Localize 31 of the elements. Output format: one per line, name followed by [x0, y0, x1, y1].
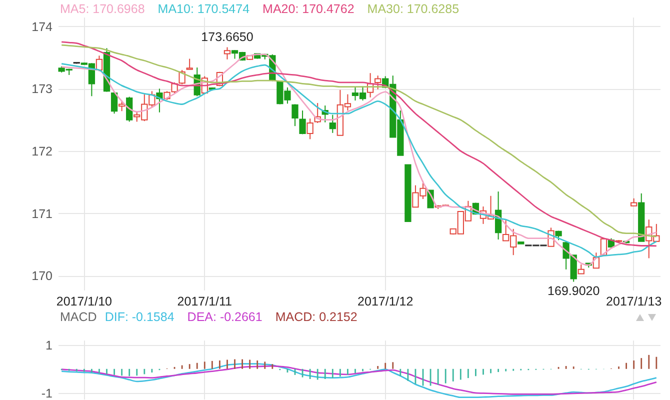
- y-tick-label: 1: [46, 338, 53, 352]
- annotation: 169.9020: [548, 284, 600, 298]
- text: MA10: 170.5474: [158, 2, 250, 16]
- x-tick-label: 2017/1/10: [56, 294, 112, 308]
- y-tick-label: 173: [32, 82, 53, 96]
- x-tick-label: 2017/1/13: [606, 294, 662, 308]
- candlestick: [578, 264, 584, 274]
- candlestick: [224, 46, 231, 60]
- candlestick: [374, 75, 382, 90]
- text: MA5: 170.6968: [60, 2, 145, 16]
- y-tick-label: 170: [32, 269, 53, 284]
- y-tick-label: -1: [41, 386, 53, 400]
- candlestick: [292, 104, 298, 127]
- candlestick: [126, 96, 133, 122]
- candlestick: [299, 110, 306, 135]
- text: MACD: 0.2152: [275, 310, 358, 324]
- candlestick: [329, 114, 336, 134]
- text: DIF: -0.1584: [104, 310, 174, 324]
- candlestick: [306, 118, 314, 140]
- x-tick-label: 2017/1/11: [177, 294, 232, 308]
- text: MA30: 170.6285: [367, 2, 460, 16]
- annotation: 173.6650: [201, 30, 254, 44]
- text: MA20: 170.4762: [262, 2, 354, 16]
- candlestick: [110, 91, 118, 114]
- y-tick-label: 172: [32, 144, 53, 159]
- x-tick-label: 2017/1/12: [358, 294, 414, 308]
- chart-title: MACD: [60, 310, 97, 324]
- text: DEA: -0.2661: [187, 310, 262, 324]
- y-tick-label: 171: [32, 206, 53, 221]
- y-tick-label: 174: [32, 20, 53, 34]
- candlestick: [186, 58, 193, 70]
